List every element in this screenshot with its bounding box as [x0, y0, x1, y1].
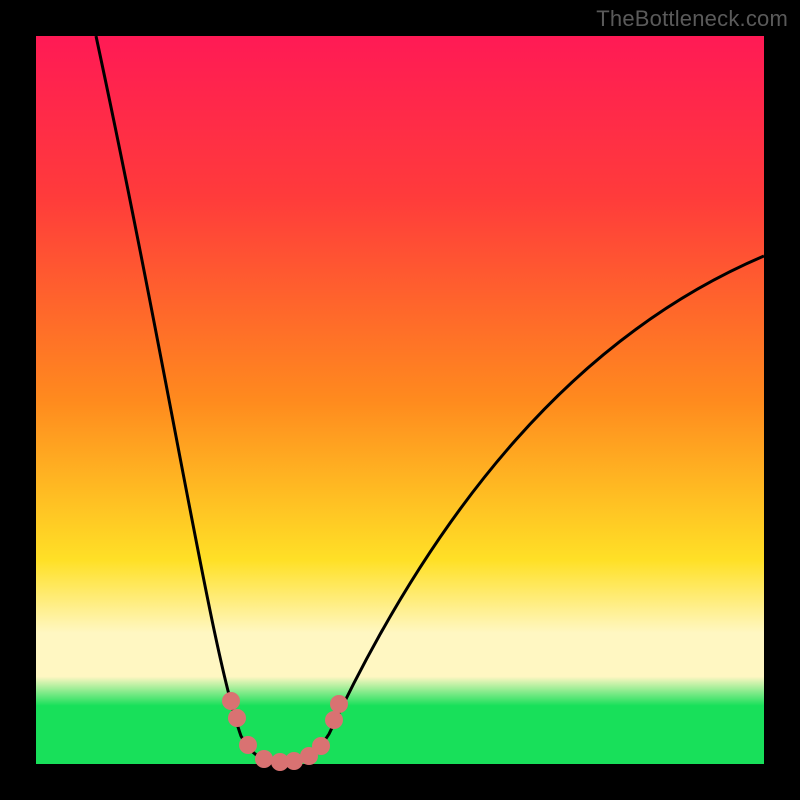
- data-point: [325, 711, 343, 729]
- data-point: [222, 692, 240, 710]
- data-point: [312, 737, 330, 755]
- curve-path: [96, 36, 764, 762]
- chart-svg: [36, 36, 764, 764]
- plot-area: [36, 36, 764, 764]
- data-point: [239, 736, 257, 754]
- watermark-text: TheBottleneck.com: [596, 6, 788, 32]
- data-point: [255, 750, 273, 768]
- data-point: [228, 709, 246, 727]
- data-point: [330, 695, 348, 713]
